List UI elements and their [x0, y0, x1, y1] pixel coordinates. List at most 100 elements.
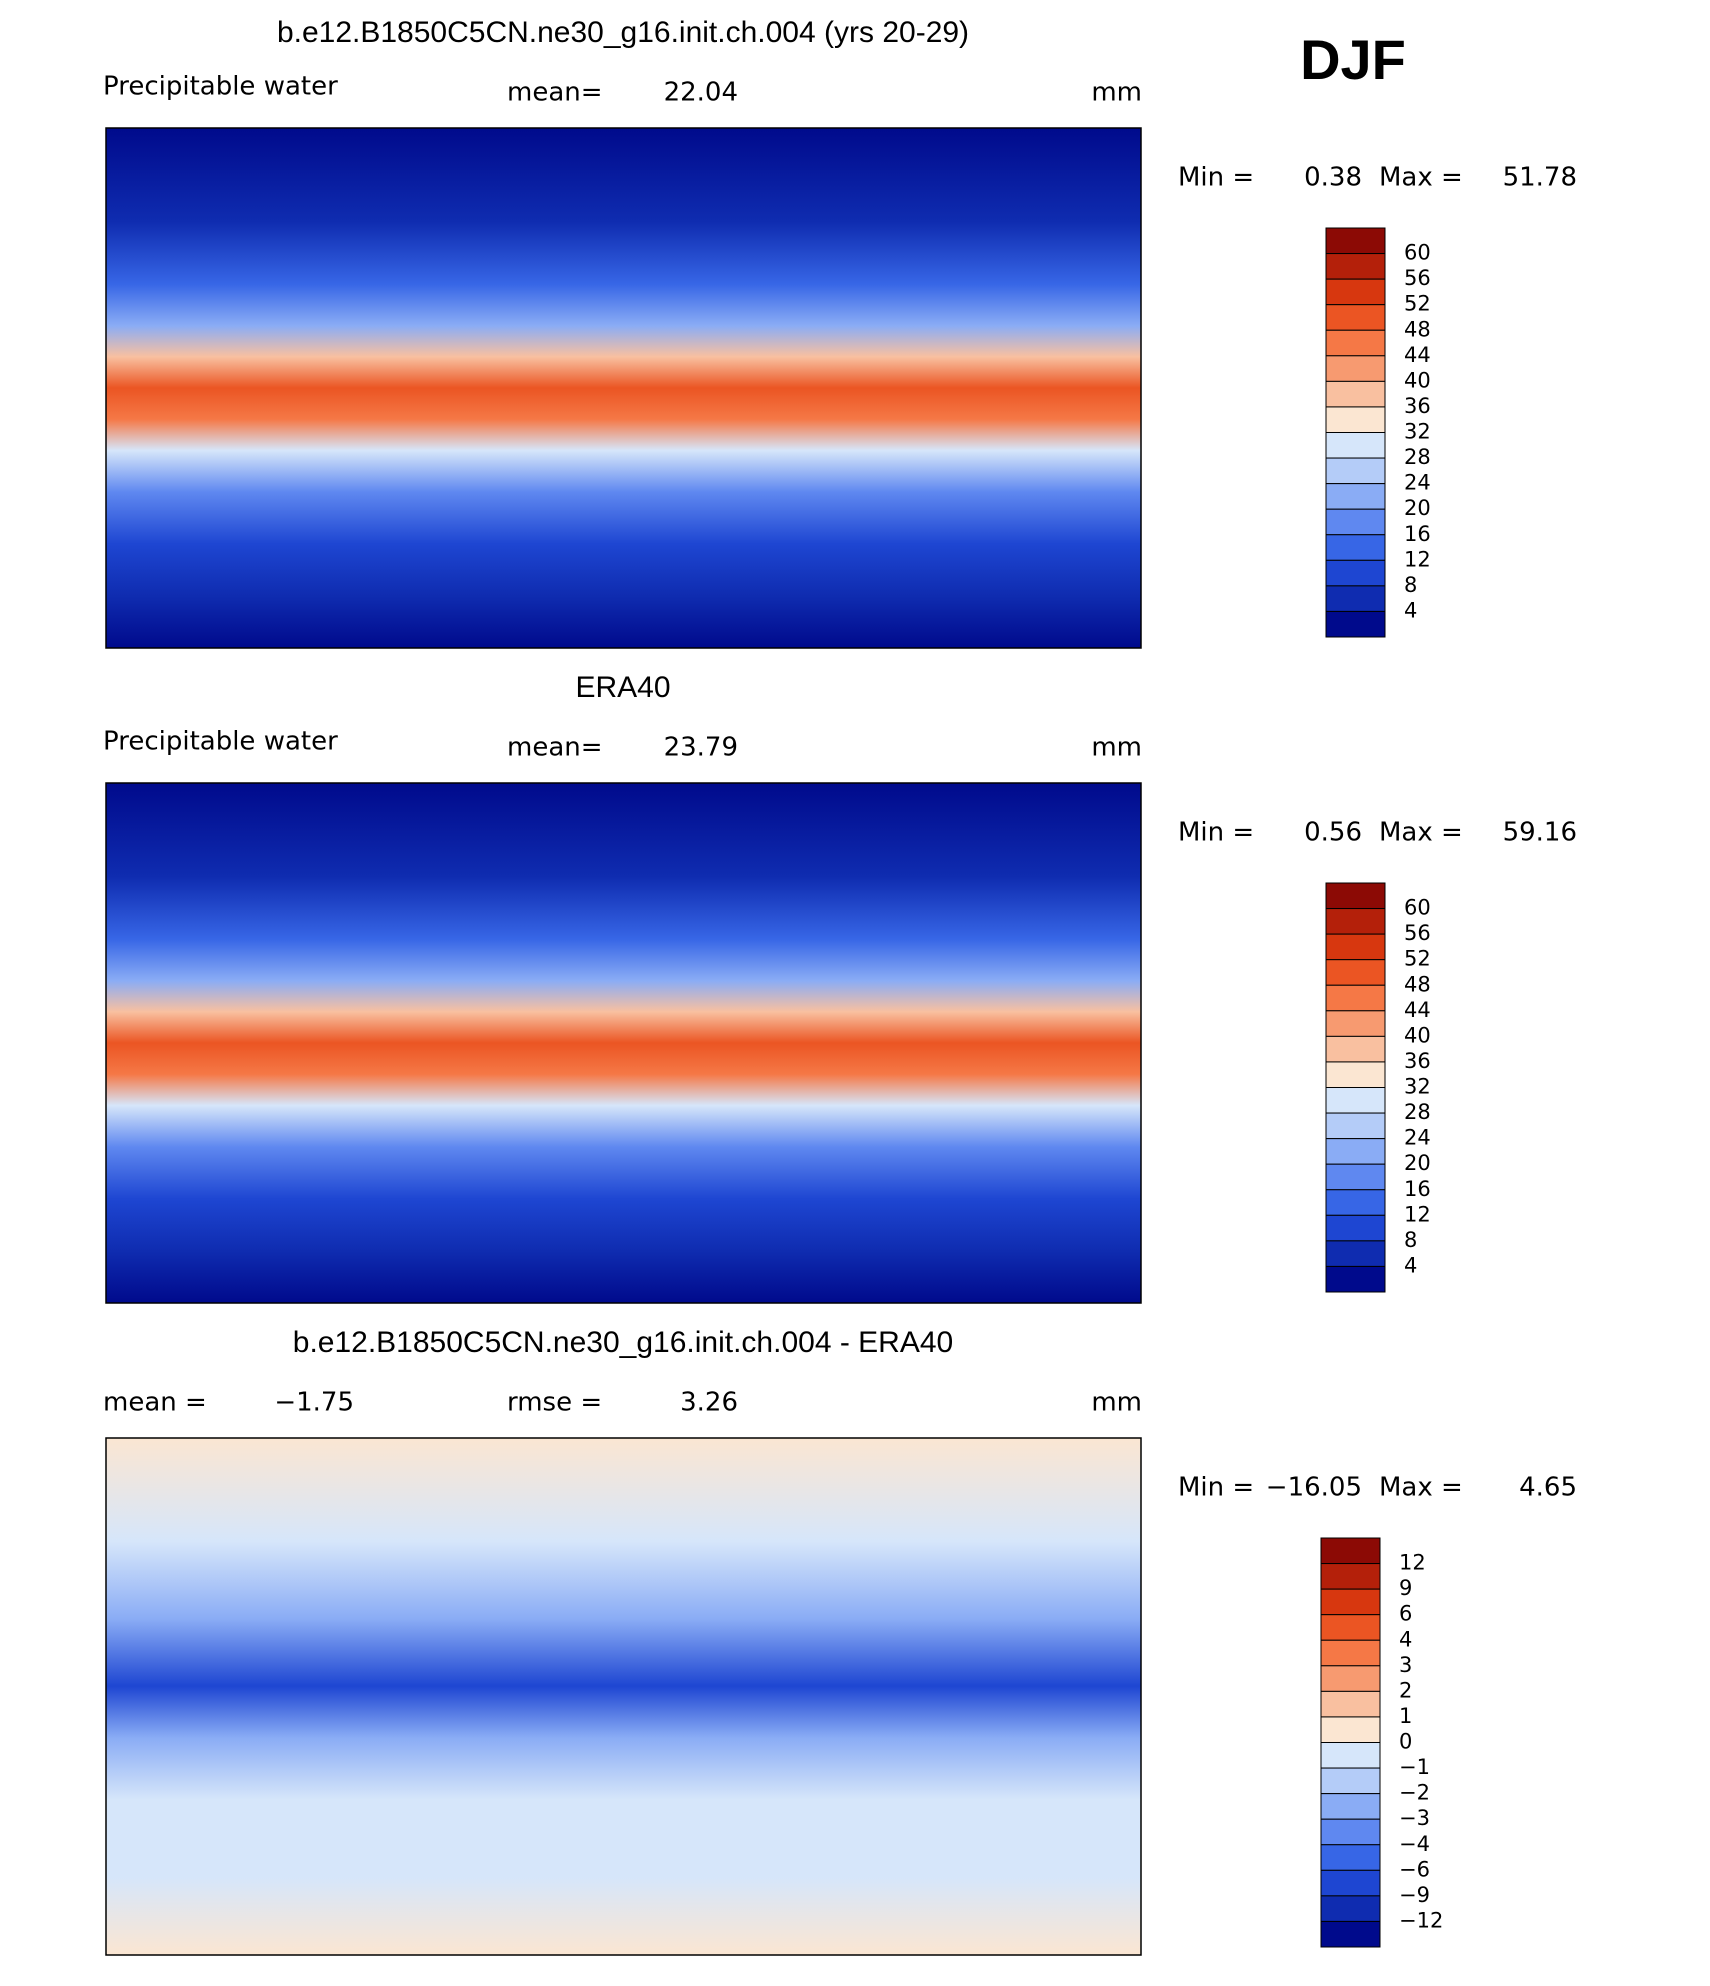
- colorbar-swatch: [1325, 1214, 1386, 1242]
- colorbar-swatch: [1320, 1920, 1381, 1948]
- colorbar-label: 20: [1404, 496, 1431, 520]
- colorbar-swatch: [1325, 329, 1386, 357]
- center-label: mean=: [507, 78, 603, 108]
- colorbar-swatch: [1325, 959, 1386, 986]
- colorbar-swatch: [1325, 1265, 1386, 1293]
- colorbar-label: 24: [1404, 1126, 1431, 1150]
- colorbar-label: 12: [1404, 1202, 1431, 1226]
- panel-title: b.e12.B1850C5CN.ne30_g16.init.ch.004 - E…: [293, 1326, 953, 1359]
- colorbar-label: −1: [1399, 1755, 1430, 1779]
- colorbar-label: −9: [1399, 1883, 1430, 1907]
- colorbar-label: 52: [1404, 292, 1431, 316]
- colorbar-swatch: [1325, 1061, 1386, 1088]
- colorbar-swatch: [1325, 1087, 1386, 1114]
- colorbar-label: 16: [1404, 522, 1431, 546]
- colorbar-swatch: [1320, 1742, 1381, 1769]
- colorbar-label: −6: [1399, 1857, 1430, 1881]
- colorbar-swatch: [1325, 355, 1386, 382]
- colorbar-swatch: [1325, 882, 1386, 910]
- colorbar-swatch: [1320, 1895, 1381, 1922]
- colorbar-label: 24: [1404, 471, 1431, 495]
- colorbar-swatch: [1325, 508, 1386, 536]
- left-label: Precipitable water: [103, 72, 338, 102]
- colorbar-label: 44: [1404, 343, 1431, 367]
- colorbar-swatch: [1320, 1869, 1381, 1897]
- center-label: mean=: [507, 733, 603, 763]
- colorbar-label: 6: [1399, 1602, 1412, 1626]
- colorbar-swatch: [1325, 406, 1386, 433]
- colorbar-label: 20: [1404, 1151, 1431, 1175]
- colorbar-label: 8: [1404, 1228, 1417, 1252]
- colorbar-swatch: [1325, 534, 1386, 561]
- colorbar-swatch: [1320, 1818, 1381, 1846]
- colorbar-swatch: [1320, 1767, 1381, 1795]
- colorbar-label: 28: [1404, 445, 1431, 469]
- colorbar-swatch: [1320, 1690, 1381, 1718]
- colorbar-swatch: [1325, 253, 1386, 280]
- min-label: Min =: [1178, 1473, 1254, 1503]
- colorbar-swatch: [1325, 933, 1386, 961]
- colorbar-label: 48: [1404, 972, 1431, 996]
- colorbar-swatch: [1320, 1716, 1381, 1743]
- map: [105, 127, 1142, 649]
- colorbar-swatch: [1320, 1665, 1381, 1692]
- colorbar-swatch: [1320, 1614, 1381, 1641]
- colorbar-swatch: [1325, 1240, 1386, 1267]
- colorbar-label: 60: [1404, 241, 1431, 265]
- min-value: −16.05: [1266, 1473, 1362, 1503]
- colorbar-label: 36: [1404, 1049, 1431, 1073]
- center-value: 22.04: [664, 78, 738, 108]
- colorbar-swatch: [1325, 1035, 1386, 1063]
- colorbar-label: 52: [1404, 947, 1431, 971]
- season: DJF: [1300, 28, 1406, 91]
- colorbar-label: −4: [1399, 1832, 1430, 1856]
- colorbar-label: 36: [1404, 394, 1431, 418]
- units: mm: [1091, 1388, 1142, 1418]
- min-value: 0.56: [1304, 818, 1362, 848]
- colorbar-label: 32: [1404, 1075, 1431, 1099]
- colorbar-label: 56: [1404, 921, 1431, 945]
- colorbar-swatch: [1325, 1112, 1386, 1140]
- colorbar-label: 9: [1399, 1576, 1412, 1600]
- colorbar-swatch: [1320, 1588, 1381, 1616]
- colorbar-label: 16: [1404, 1177, 1431, 1201]
- colorbar-label: 4: [1404, 1253, 1417, 1277]
- left-label: mean =: [103, 1388, 207, 1418]
- colorbar-label: 4: [1399, 1627, 1412, 1651]
- colorbar-label: 32: [1404, 420, 1431, 444]
- colorbar-swatch: [1320, 1639, 1381, 1667]
- colorbar-swatch: [1325, 1163, 1386, 1191]
- colorbar-label: 56: [1404, 266, 1431, 290]
- colorbar-label: −3: [1399, 1806, 1430, 1830]
- colorbar-swatch: [1320, 1793, 1381, 1820]
- units: mm: [1091, 78, 1142, 108]
- center-label: rmse =: [507, 1388, 602, 1418]
- colorbar-swatch: [1325, 1138, 1386, 1165]
- colorbar-swatch: [1325, 227, 1386, 255]
- colorbar-swatch: [1320, 1563, 1381, 1590]
- colorbar-swatch: [1325, 380, 1386, 408]
- colorbar-swatch: [1320, 1537, 1381, 1565]
- colorbar-swatch: [1325, 483, 1386, 510]
- max-label: Max =: [1379, 818, 1463, 848]
- left-value: −1.75: [274, 1388, 354, 1418]
- map: [105, 782, 1142, 1304]
- center-value: 23.79: [664, 733, 738, 763]
- colorbar-label: 60: [1404, 896, 1431, 920]
- colorbar-label: 1: [1399, 1704, 1412, 1728]
- colorbar-label: 3: [1399, 1653, 1412, 1677]
- max-value: 51.78: [1503, 163, 1577, 193]
- colorbar-swatch: [1325, 1010, 1386, 1037]
- colorbar-swatch: [1325, 1189, 1386, 1216]
- colorbar-swatch: [1325, 585, 1386, 612]
- colorbar-label: 8: [1404, 573, 1417, 597]
- colorbar-label: 40: [1404, 1023, 1431, 1047]
- colorbar-label: 12: [1404, 547, 1431, 571]
- panel-title: b.e12.B1850C5CN.ne30_g16.init.ch.004 (yr…: [277, 16, 969, 49]
- max-label: Max =: [1379, 163, 1463, 193]
- colorbar-label: 40: [1404, 368, 1431, 392]
- colorbar-swatch: [1325, 908, 1386, 935]
- colorbar-swatch: [1325, 984, 1386, 1012]
- colorbar-label: −2: [1399, 1781, 1430, 1805]
